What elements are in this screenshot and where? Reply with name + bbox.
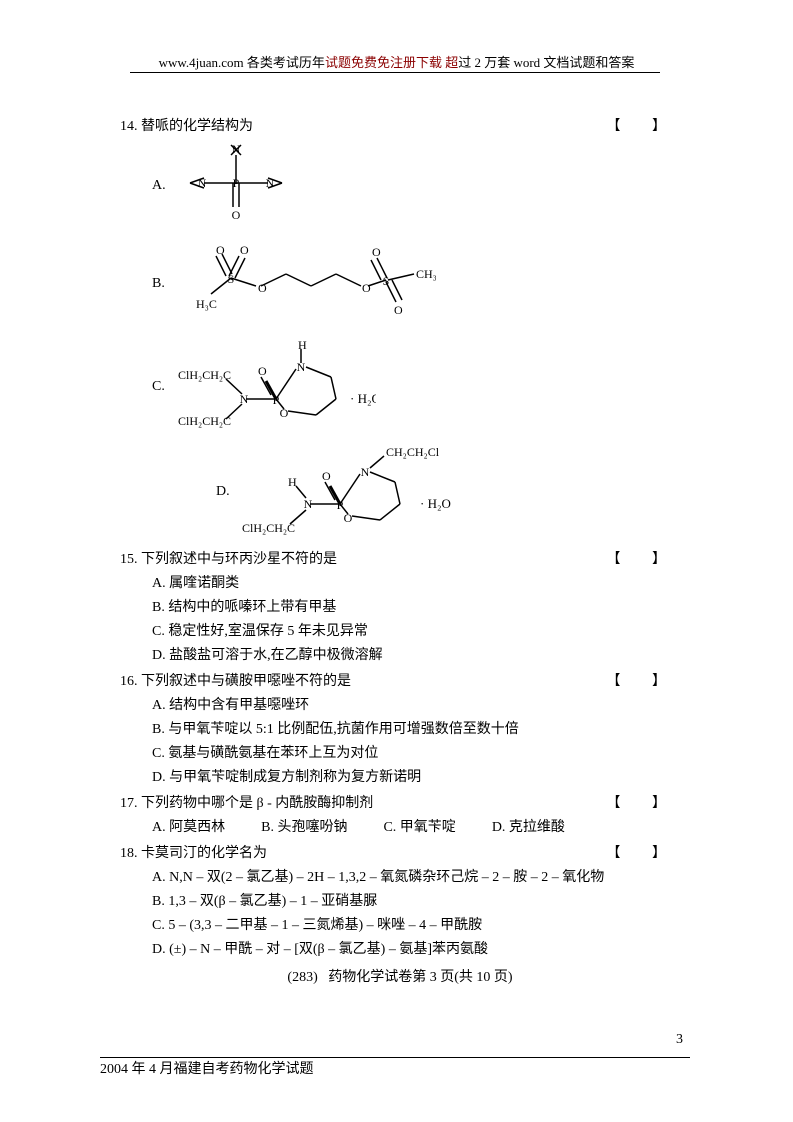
q18-a: A. N,N – 双(2 – 氯乙基) – 2H – 1,3,2 – 氧氮磷杂环… [152, 866, 680, 886]
q15-c: C. 稳定性好,室温保存 5 年未见异常 [152, 620, 680, 640]
q14-c-structure: P N N O O H ClH₂CH₂C ClH₂CH₂C · H₂O [176, 339, 376, 434]
q15-d: D. 盐酸盐可溶于水,在乙醇中极微溶解 [152, 644, 680, 664]
q14-b-label: B. [152, 276, 176, 292]
svg-text:O: O [280, 406, 289, 420]
q17-b: B. 头孢噻吩钠 [261, 816, 347, 836]
svg-text:· H₂O: · H₂O [350, 391, 376, 406]
q16-bracket: 【 】 [607, 670, 681, 690]
svg-text:O: O [240, 243, 249, 257]
q18-b: B. 1,3 – 双(β – 氯乙基) – 1 – 亚硝基脲 [152, 890, 680, 910]
svg-text:O: O [344, 511, 353, 525]
svg-text:S: S [228, 272, 235, 286]
svg-text:O: O [372, 245, 381, 259]
q17-bracket: 【 】 [607, 792, 681, 812]
page-header: www.4juan.com 各类考试历年试题免费免注册下载 超过 2 万套 wo… [0, 52, 793, 71]
svg-text:P: P [273, 393, 280, 407]
q17-c: C. 甲氧苄啶 [383, 816, 455, 836]
q16-d: D. 与甲氧苄啶制成复方制剂称为复方新诺明 [152, 766, 680, 786]
question-17: 17. 下列药物中哪个是 β - 内酰胺酶抑制剂 【 】 A. 阿莫西林 B. … [120, 792, 680, 836]
q15-text: 下列叙述中与环丙沙星不符的是 [141, 552, 337, 567]
svg-text:S: S [383, 274, 390, 288]
question-16: 16. 下列叙述中与磺胺甲噁唑不符的是 【 】 A. 结构中含有甲基噁唑环 B.… [120, 670, 680, 786]
pf-num: (283) [287, 970, 317, 985]
header-t1: 各类考试历年 [244, 55, 325, 70]
q14-c-label: C. [152, 379, 176, 395]
footer-text: 2004 年 4 月福建自考药物化学试题 [100, 1058, 693, 1078]
q14-opt-c: C. [152, 339, 680, 434]
header-rule [130, 72, 660, 73]
svg-text:N: N [198, 176, 207, 190]
q18-c: C. 5 – (3,3 – 二甲基 – 1 – 三氮烯基) – 咪唑 – 4 –… [152, 914, 680, 934]
q14-a-label: A. [152, 178, 176, 194]
svg-text:CH₂CH₂Cl: CH₂CH₂Cl [386, 445, 440, 459]
svg-text:H: H [298, 339, 307, 352]
q17-num: 17. [120, 796, 138, 811]
q18-d: D. (±) – N – 甲酰 – 对 – [双(β – 氯乙基) – 氨基]苯… [152, 938, 680, 958]
question-14: 14. 替哌的化学结构为 【 】 A. P N [120, 115, 680, 542]
header-red: 试题免费免注册下载 超 [325, 55, 458, 70]
svg-text:O: O [362, 281, 371, 295]
svg-text:ClH₂CH₂C: ClH₂CH₂C [242, 521, 295, 535]
q14-b-structure: O O S H₃C O O S O O CH₃ [176, 236, 436, 331]
svg-text:N: N [297, 360, 306, 374]
pf-text: 药物化学试卷第 3 页(共 10 页) [328, 970, 512, 985]
svg-text:N: N [266, 176, 275, 190]
svg-text:CH₃: CH₃ [416, 267, 436, 281]
svg-text:N: N [361, 465, 370, 479]
svg-text:N: N [240, 392, 249, 406]
svg-text:O: O [216, 243, 225, 257]
q15-b: B. 结构中的哌嗪环上带有甲基 [152, 596, 680, 616]
q15-bracket: 【 】 [607, 548, 681, 568]
q14-bracket: 【 】 [607, 115, 681, 135]
q14-a-structure: P N N N O [176, 143, 306, 228]
q15-num: 15. [120, 552, 138, 567]
q14-opt-a: A. P N N N O [152, 143, 680, 228]
q16-num: 16. [120, 674, 138, 689]
q16-text: 下列叙述中与磺胺甲噁唑不符的是 [141, 674, 351, 689]
q14-num: 14. [120, 119, 138, 134]
q17-a: A. 阿莫西林 [152, 816, 225, 836]
svg-text:O: O [258, 364, 267, 378]
question-18: 18. 卡莫司汀的化学名为 【 】 A. N,N – 双(2 – 氯乙基) – … [120, 842, 680, 958]
q14-opt-d: D. [216, 442, 680, 542]
svg-text:N: N [304, 497, 313, 511]
q18-text: 卡莫司汀的化学名为 [141, 846, 267, 861]
svg-text:P: P [337, 498, 344, 512]
q15-a: A. 属喹诺酮类 [152, 572, 680, 592]
svg-text:H: H [288, 475, 297, 489]
header-site: www.4juan.com [159, 55, 244, 70]
svg-text:O: O [258, 281, 267, 295]
svg-text:H₃C: H₃C [196, 297, 217, 311]
q16-b: B. 与甲氧苄啶以 5:1 比例配伍,抗菌作用可增强数倍至数十倍 [152, 718, 680, 738]
svg-text:ClH₂CH₂C: ClH₂CH₂C [178, 368, 231, 382]
q17-text: 下列药物中哪个是 β - 内酰胺酶抑制剂 [141, 796, 373, 811]
q14-d-structure: P N N O O H CH₂CH₂Cl ClH₂CH₂C · H₂O [240, 442, 460, 542]
svg-text:N: N [232, 143, 241, 156]
q14-text: 替哌的化学结构为 [141, 119, 253, 134]
question-15: 15. 下列叙述中与环丙沙星不符的是 【 】 A. 属喹诺酮类 B. 结构中的哌… [120, 548, 680, 664]
svg-text:ClH₂CH₂C: ClH₂CH₂C [178, 414, 231, 428]
svg-text:P: P [233, 176, 240, 190]
svg-text:· H₂O: · H₂O [420, 496, 451, 511]
page-footer-line: (283) 药物化学试卷第 3 页(共 10 页) [120, 966, 680, 986]
q18-num: 18. [120, 846, 138, 861]
svg-text:O: O [232, 208, 241, 222]
header-t2: 过 2 万套 word 文档试题和答案 [458, 55, 634, 70]
q17-d: D. 克拉维酸 [492, 816, 565, 836]
q16-c: C. 氨基与磺酰氨基在苯环上互为对位 [152, 742, 680, 762]
content-body: 14. 替哌的化学结构为 【 】 A. P N [120, 115, 680, 986]
svg-text:O: O [394, 303, 403, 317]
q14-d-label: D. [216, 484, 240, 500]
q18-bracket: 【 】 [607, 842, 681, 862]
q16-a: A. 结构中含有甲基噁唑环 [152, 694, 680, 714]
page-number: 3 [676, 1032, 683, 1048]
svg-text:O: O [322, 469, 331, 483]
q14-opt-b: B. [152, 236, 680, 331]
